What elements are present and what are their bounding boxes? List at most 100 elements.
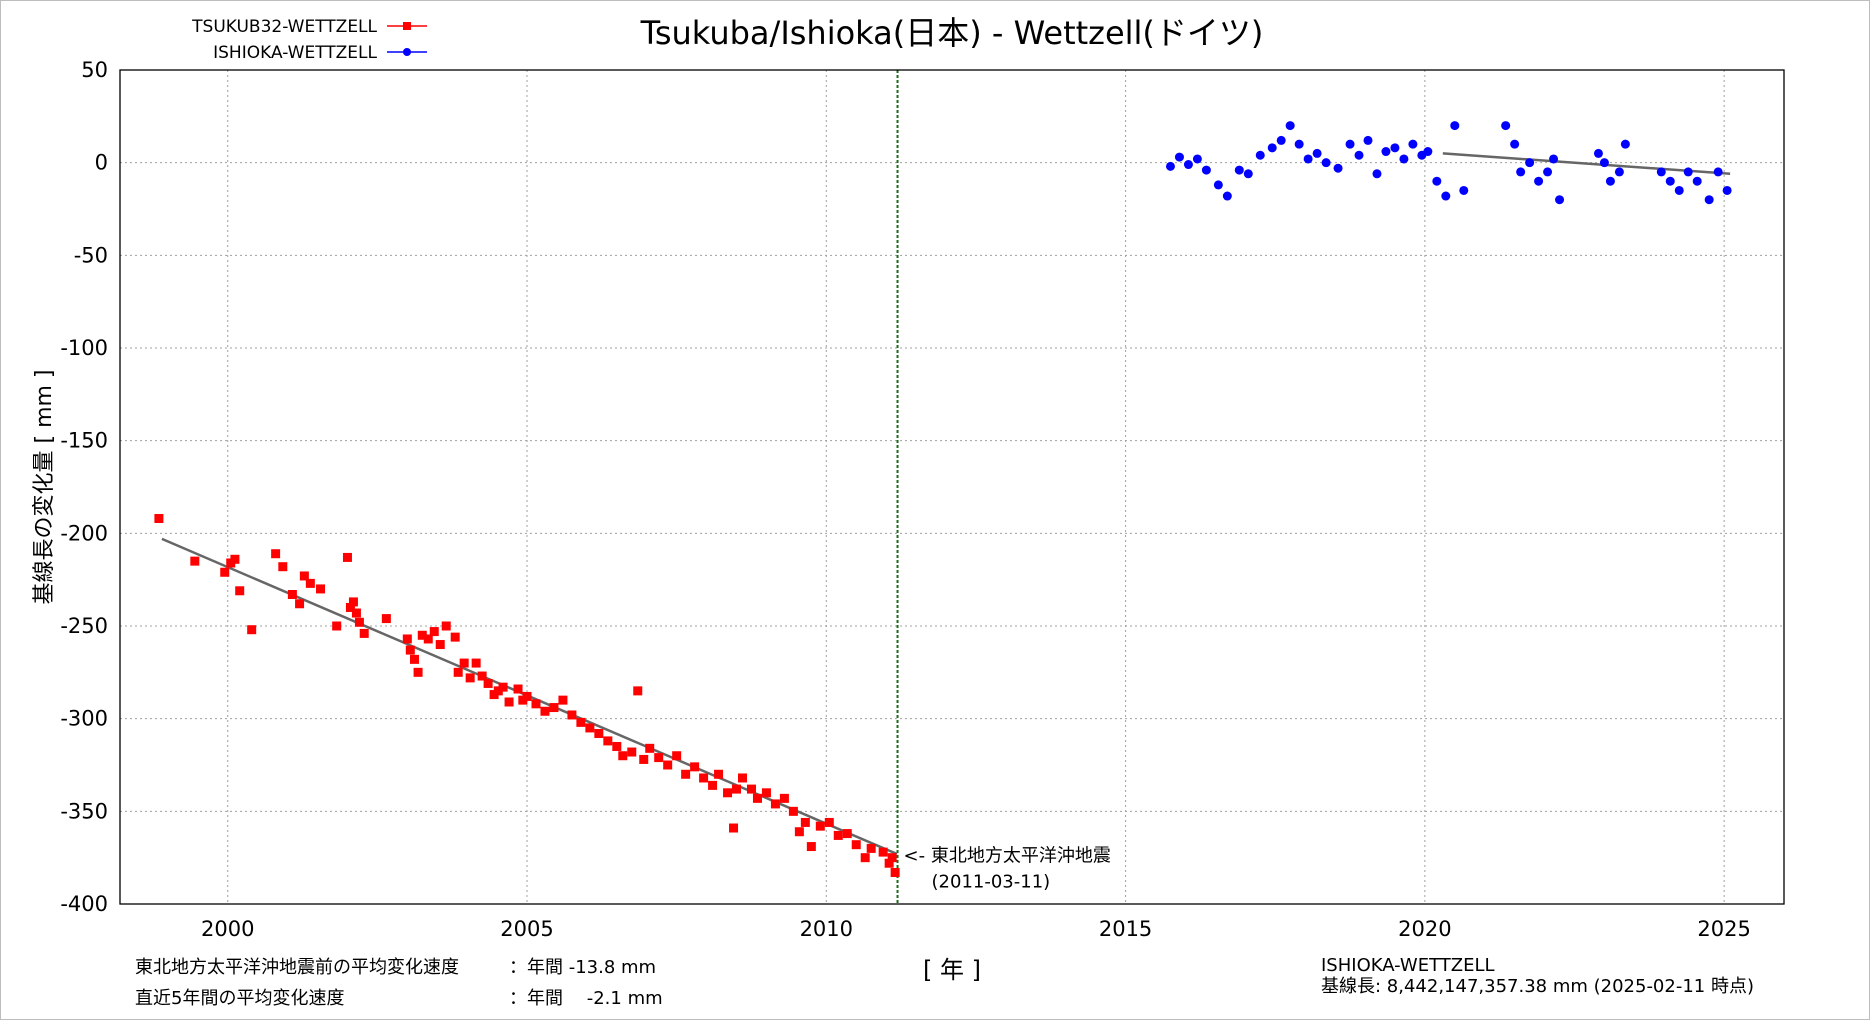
data-point-square xyxy=(230,554,240,564)
data-points xyxy=(154,121,1732,877)
data-point-circle xyxy=(1459,185,1469,195)
x-tick-label: 2005 xyxy=(500,917,553,941)
data-point-square xyxy=(603,736,613,746)
legend-label: TSUKUB32-WETTZELL xyxy=(191,17,377,37)
data-point-square xyxy=(483,678,493,688)
y-tick-label: -250 xyxy=(60,614,108,638)
data-point-square xyxy=(714,769,724,779)
data-point-square xyxy=(299,571,309,581)
data-point-square xyxy=(752,793,762,803)
baseline-name: ISHIOKA-WETTZELL xyxy=(1321,955,1495,976)
data-point-square xyxy=(471,658,481,668)
data-point-square xyxy=(459,658,469,668)
data-point-square xyxy=(806,842,816,852)
data-point-square xyxy=(465,673,475,683)
data-point-circle xyxy=(1372,169,1382,179)
data-point-square xyxy=(729,823,739,833)
data-point-circle xyxy=(1399,154,1409,164)
data-point-circle xyxy=(1294,139,1304,149)
data-point-square xyxy=(639,754,649,764)
data-point-circle xyxy=(1255,150,1265,160)
data-point-square xyxy=(540,706,550,716)
y-tick-label: 0 xyxy=(95,151,108,175)
data-point-circle xyxy=(1213,180,1223,190)
data-point-square xyxy=(450,632,460,642)
data-point-circle xyxy=(1312,148,1322,158)
data-point-circle xyxy=(1363,135,1373,145)
data-point-circle xyxy=(1333,163,1343,173)
data-point-square xyxy=(558,695,568,705)
data-point-square xyxy=(732,784,742,794)
data-point-circle xyxy=(1692,176,1702,186)
legend-label: ISHIOKA-WETTZELL xyxy=(213,43,377,63)
data-point-square xyxy=(351,608,361,618)
data-point-square xyxy=(654,753,664,763)
x-axis-label: [ 年 ] xyxy=(923,956,981,984)
data-point-square xyxy=(513,684,523,694)
data-point-square xyxy=(287,589,297,599)
data-point-square xyxy=(833,830,843,840)
y-axis-ticks: 50 0 -50 -100 -150 -200 -250 -300 -350 -400 xyxy=(60,58,108,916)
data-point-circle xyxy=(1683,167,1693,177)
data-point-square xyxy=(435,640,445,650)
legend-marker-square xyxy=(403,22,411,30)
data-point-square xyxy=(220,567,230,577)
data-point-circle xyxy=(1234,165,1244,175)
data-point-square xyxy=(381,614,391,624)
data-point-square xyxy=(794,827,804,837)
data-point-square xyxy=(708,780,718,790)
data-point-square xyxy=(417,630,427,640)
data-point-circle xyxy=(1549,154,1559,164)
data-point-circle xyxy=(1543,167,1553,177)
data-point-square xyxy=(549,703,559,713)
grid-lines xyxy=(120,70,1784,904)
data-point-circle xyxy=(1722,185,1732,195)
data-point-square xyxy=(247,625,257,635)
data-point-square xyxy=(493,686,503,696)
data-point-circle xyxy=(1599,158,1609,168)
data-point-circle xyxy=(1243,169,1253,179)
data-point-square xyxy=(842,829,852,839)
data-point-circle xyxy=(1704,195,1714,205)
data-point-square xyxy=(618,751,628,761)
data-point-square xyxy=(504,697,514,707)
data-point-circle xyxy=(1516,167,1526,177)
data-point-square xyxy=(332,621,342,631)
data-point-square xyxy=(645,743,655,753)
data-point-square xyxy=(824,817,834,827)
data-point-square xyxy=(409,654,419,664)
trend-line xyxy=(1442,152,1731,176)
data-point-square xyxy=(890,867,900,877)
data-point-square xyxy=(342,552,352,562)
y-tick-label: -400 xyxy=(60,892,108,916)
data-point-square xyxy=(359,628,369,638)
data-point-circle xyxy=(1183,160,1193,170)
data-point-square xyxy=(348,597,358,607)
y-tick-label: -150 xyxy=(60,429,108,453)
data-point-square xyxy=(663,760,673,770)
data-point-circle xyxy=(1423,147,1433,157)
data-point-square xyxy=(295,599,305,609)
data-point-square xyxy=(235,586,245,596)
x-tick-label: 2015 xyxy=(1099,917,1152,941)
data-point-square xyxy=(681,769,691,779)
data-point-square xyxy=(627,747,637,757)
y-tick-label: -100 xyxy=(60,336,108,360)
data-point-square xyxy=(746,784,756,794)
data-point-square xyxy=(723,788,733,798)
data-point-circle xyxy=(1321,158,1331,168)
data-point-circle xyxy=(1534,176,1544,186)
data-point-square xyxy=(788,806,798,816)
data-point-square xyxy=(633,686,643,696)
data-point-square xyxy=(271,549,281,559)
data-point-square xyxy=(815,821,825,831)
data-point-circle xyxy=(1432,176,1442,186)
data-point-circle xyxy=(1222,191,1232,201)
data-point-square xyxy=(576,717,586,727)
data-point-circle xyxy=(1285,121,1295,131)
data-point-circle xyxy=(1390,143,1400,153)
legend-marker-circle xyxy=(403,48,411,56)
plot-area xyxy=(120,70,1784,904)
